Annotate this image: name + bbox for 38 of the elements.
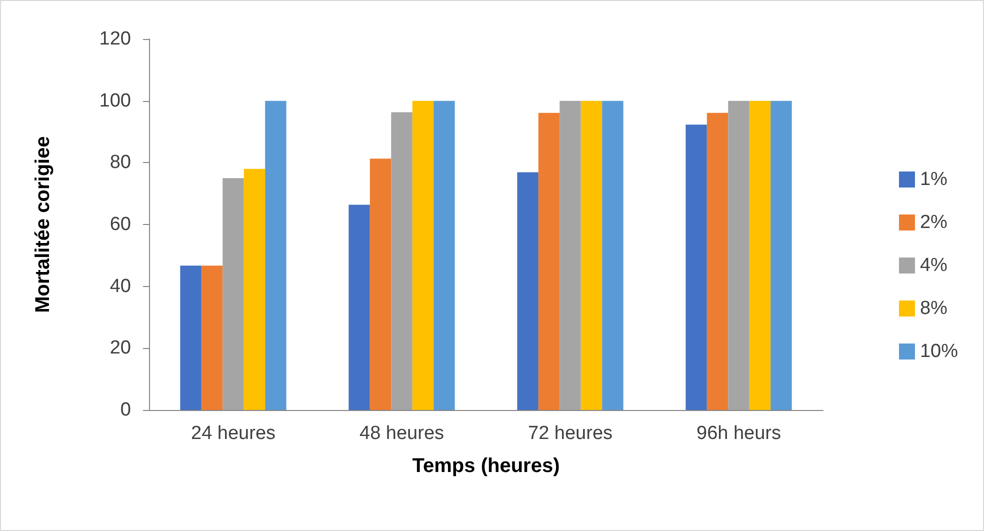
y-tick-label: 60 — [110, 214, 131, 235]
y-tick-label: 20 — [110, 338, 131, 359]
y-tick-label: 40 — [110, 276, 131, 297]
bar — [770, 100, 792, 410]
x-tick-label: 96h heurs — [696, 423, 782, 444]
legend-label: 10% — [920, 341, 958, 362]
bar — [602, 100, 624, 410]
bar — [370, 158, 392, 410]
bar — [348, 204, 370, 410]
bar — [580, 100, 602, 410]
bar — [686, 124, 707, 410]
y-tick-label: 120 — [99, 28, 131, 50]
x-axis-title: Temps (heures) — [412, 455, 560, 477]
x-tick-label: 48 heures — [359, 423, 444, 444]
bar — [222, 178, 244, 410]
y-axis-title: Mortalitée corigiee — [32, 136, 54, 313]
bar — [749, 100, 771, 410]
y-tick-label: 100 — [99, 90, 131, 112]
x-tick-label: 72 heures — [528, 423, 613, 444]
legend-label: 1% — [920, 169, 948, 190]
bar — [560, 100, 581, 410]
bar — [180, 266, 202, 410]
legend-label: 4% — [920, 255, 948, 276]
bar — [244, 168, 266, 410]
legend-label: 2% — [920, 212, 948, 233]
bar — [706, 112, 728, 410]
x-tick-label: 24 heures — [190, 423, 276, 444]
bar — [538, 112, 560, 410]
bar — [728, 100, 750, 410]
bar — [412, 100, 434, 410]
bar — [391, 112, 412, 410]
bar — [434, 100, 455, 410]
legend-label: 8% — [920, 298, 948, 319]
y-tick-label: 0 — [120, 400, 131, 420]
bar — [201, 266, 223, 410]
y-tick-label: 80 — [110, 152, 131, 174]
bar — [265, 100, 286, 410]
bar — [517, 172, 538, 410]
